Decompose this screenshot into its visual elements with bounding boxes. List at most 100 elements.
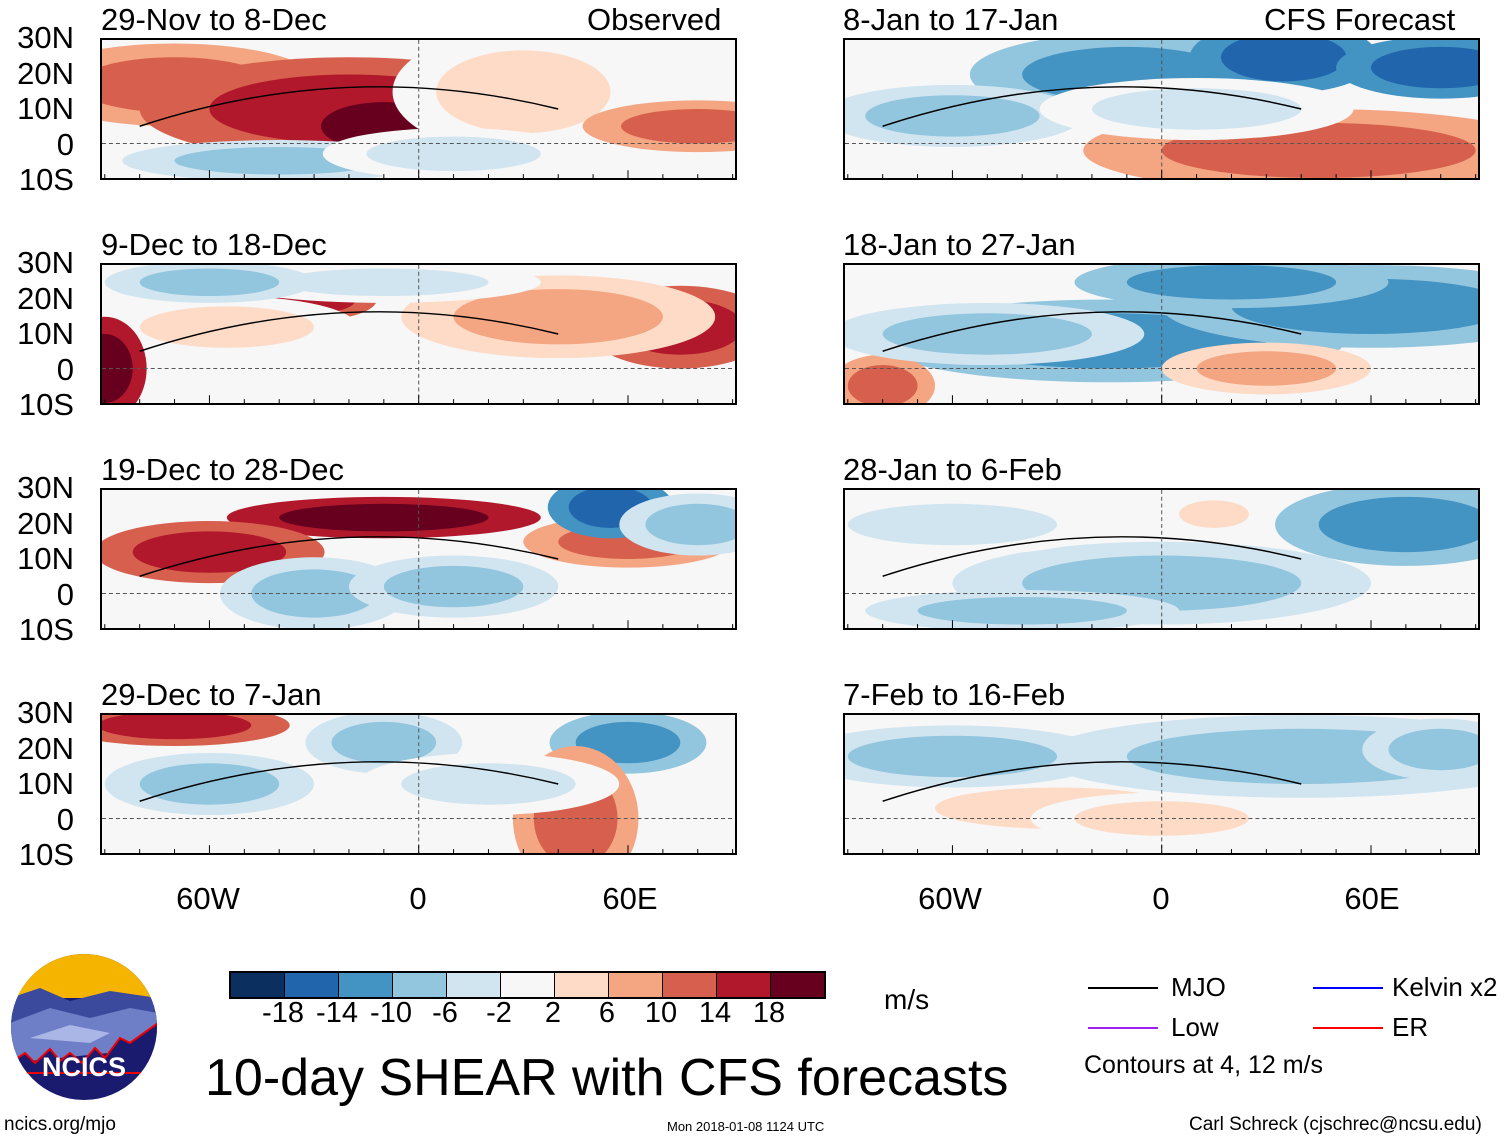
lon-label-0: 0 — [409, 881, 427, 916]
lat-label: 20N — [17, 55, 74, 91]
lon-label-60w: 60W — [176, 881, 240, 916]
panel-title: 19-Dec to 28-Dec — [101, 452, 344, 487]
mjo-contour — [139, 761, 559, 802]
map-panel-forecast-1 — [843, 38, 1480, 180]
lat-label: 20N — [17, 280, 74, 316]
shear-anomaly-region — [366, 136, 541, 172]
colorbar-swatch — [501, 973, 555, 997]
colorbar-tick-label: 18 — [752, 997, 786, 1029]
colorbar-swatch — [447, 973, 501, 997]
shear-anomaly-region — [102, 715, 252, 740]
footer-url[interactable]: ncics.org/mjo — [4, 1114, 116, 1135]
shear-anomaly-region — [331, 721, 437, 764]
lat-label: 30N — [17, 695, 74, 730]
colorbar-swatch — [231, 973, 285, 997]
panel-title: 29-Nov to 8-Dec — [101, 2, 327, 37]
mjo-contour — [882, 761, 1302, 802]
cfs-forecast-label: CFS Forecast — [1264, 2, 1456, 37]
lat-label: 0 — [56, 126, 74, 162]
panel-title: 9-Dec to 18-Dec — [101, 227, 327, 262]
colorbar-tick-label: -18 — [262, 997, 304, 1029]
map-panel-observed-4 — [100, 713, 737, 855]
contours-note: Contours at 4, 12 m/s — [1084, 1051, 1324, 1079]
lat-label: 30N — [17, 470, 74, 505]
mjo-contour — [882, 86, 1302, 127]
lat-label: 0 — [56, 801, 74, 837]
legend-line-kelvin — [1313, 987, 1383, 989]
lat-label: 0 — [56, 351, 74, 387]
panel-title: 29-Dec to 7-Jan — [101, 677, 322, 712]
colorbar-swatch — [393, 973, 447, 997]
colorbar-tick-label: 6 — [598, 997, 616, 1029]
lat-label: 10S — [18, 612, 74, 647]
shear-anomaly-region — [621, 109, 735, 144]
figure-title: 10-day SHEAR with CFS forecasts — [205, 1049, 1009, 1107]
shear-anomaly-region — [1388, 728, 1478, 771]
lon-label-60e: 60E — [602, 881, 658, 916]
colorbar-swatch — [555, 973, 609, 997]
colorbar-tick-label: -10 — [370, 997, 412, 1029]
colorbar-swatch — [663, 973, 717, 997]
lat-label: 10N — [17, 541, 74, 576]
legend-label-er: ER — [1392, 1012, 1429, 1042]
mjo-contour — [882, 536, 1302, 577]
shear-anomaly-region — [401, 763, 576, 805]
map-panel-forecast-4 — [843, 713, 1480, 855]
legend-line-low — [1088, 1027, 1158, 1029]
shear-anomaly-region — [436, 50, 611, 134]
observed-label: Observed — [587, 2, 722, 37]
lat-label: 10S — [18, 837, 74, 872]
panel-title: 18-Jan to 27-Jan — [843, 227, 1076, 262]
colorbar-tick-label: -6 — [432, 997, 458, 1029]
panel-title: 7-Feb to 16-Feb — [843, 677, 1066, 712]
map-panel-forecast-3 — [843, 488, 1480, 630]
lon-label-0: 0 — [1152, 881, 1170, 916]
legend-label-mjo: MJO — [1171, 972, 1226, 1002]
shear-anomaly-region — [1091, 88, 1302, 130]
lat-label: 10N — [17, 91, 74, 126]
shear-anomaly-region — [882, 313, 1092, 355]
lat-label: 30N — [17, 245, 74, 280]
shear-anomaly-region — [1179, 500, 1249, 528]
map-panel-forecast-2 — [843, 263, 1480, 405]
shear-anomaly-region — [917, 596, 1127, 625]
panel-title: 28-Jan to 6-Feb — [843, 452, 1062, 487]
legend-line-er — [1313, 1027, 1383, 1029]
shear-anomaly-region — [139, 268, 280, 297]
shear-anomaly-region — [847, 735, 1058, 778]
lat-label: 10S — [18, 387, 74, 422]
shear-anomaly-region — [645, 503, 735, 546]
colorbar-tick-label: -14 — [316, 997, 358, 1029]
legend-line-mjo — [1088, 987, 1158, 989]
shear-anomaly-region — [1318, 496, 1478, 553]
logo-text: NCICS — [42, 1052, 126, 1082]
shear-anomaly-region — [1221, 40, 1347, 82]
colorbar-tick-label: 10 — [644, 997, 678, 1029]
colorbar-units: m/s — [884, 984, 930, 1015]
shear-anomaly-region — [1196, 351, 1337, 386]
shear-anomaly-region — [453, 289, 663, 345]
shear-anomaly-region — [279, 503, 489, 532]
lat-label: 20N — [17, 505, 74, 541]
shear-anomaly-region — [865, 95, 1040, 137]
shear-anomaly-region — [847, 503, 1058, 546]
map-panel-observed-2 — [100, 263, 737, 405]
lat-label: 10N — [17, 316, 74, 351]
footer-credit: Carl Schreck (cjschrec@ncsu.edu) — [1189, 1114, 1482, 1135]
colorbar-swatch — [339, 973, 393, 997]
shear-anomaly-region — [139, 763, 280, 805]
shear-anomaly-region — [132, 531, 287, 573]
colorbar-swatch — [717, 973, 771, 997]
lat-label: 20N — [17, 730, 74, 766]
lat-label: 10S — [18, 162, 74, 197]
shear-anomaly-region — [279, 268, 489, 297]
lat-label: 10N — [17, 766, 74, 801]
panel-title: 8-Jan to 17-Jan — [843, 2, 1059, 37]
legend-label-low: Low — [1171, 1012, 1219, 1042]
shear-anomaly-region — [1371, 46, 1478, 89]
colorbar-swatch — [609, 973, 663, 997]
colorbar-tick-label: 14 — [698, 997, 732, 1029]
colorbar-swatch — [771, 973, 824, 997]
colorbar-tick-label: -2 — [486, 997, 512, 1029]
shear-anomaly-region — [1126, 265, 1337, 300]
